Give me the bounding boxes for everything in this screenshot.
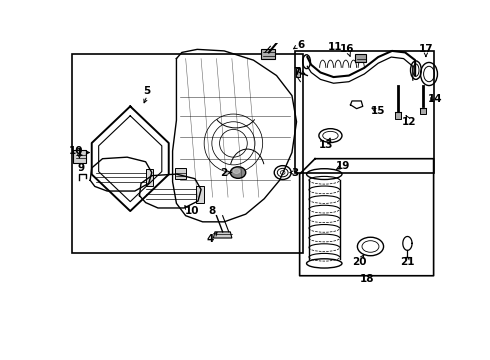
- Bar: [175, 168, 186, 179]
- Text: 12: 12: [402, 117, 416, 127]
- Ellipse shape: [233, 169, 240, 173]
- Bar: [296, 68, 300, 77]
- Text: 7: 7: [293, 67, 300, 77]
- Bar: [261, 49, 275, 59]
- Text: 2: 2: [220, 167, 228, 177]
- Text: 10: 10: [185, 206, 199, 216]
- Text: 11: 11: [328, 42, 343, 52]
- Bar: [295, 51, 434, 172]
- Text: 15: 15: [371, 106, 386, 116]
- Text: 13: 13: [318, 140, 333, 150]
- Text: 3: 3: [292, 167, 298, 177]
- Text: 1: 1: [76, 148, 83, 158]
- Text: 19: 19: [336, 161, 350, 171]
- Text: 9: 9: [77, 163, 84, 173]
- Bar: [395, 112, 401, 119]
- Bar: [420, 108, 426, 114]
- Text: 4: 4: [207, 234, 214, 244]
- Ellipse shape: [230, 167, 245, 178]
- Text: 18: 18: [359, 274, 374, 284]
- Text: 10: 10: [69, 146, 84, 156]
- Bar: [146, 170, 153, 186]
- Text: 20: 20: [352, 257, 367, 267]
- Bar: [74, 150, 86, 163]
- Bar: [72, 54, 303, 253]
- Text: 17: 17: [418, 44, 433, 54]
- Text: 8: 8: [208, 206, 216, 216]
- Polygon shape: [214, 232, 232, 238]
- Text: 21: 21: [400, 257, 415, 267]
- Text: 6: 6: [297, 40, 305, 50]
- Bar: [196, 186, 204, 203]
- Text: 5: 5: [144, 86, 151, 96]
- Bar: [355, 54, 366, 62]
- Text: 14: 14: [428, 94, 442, 104]
- Text: 16: 16: [340, 44, 355, 54]
